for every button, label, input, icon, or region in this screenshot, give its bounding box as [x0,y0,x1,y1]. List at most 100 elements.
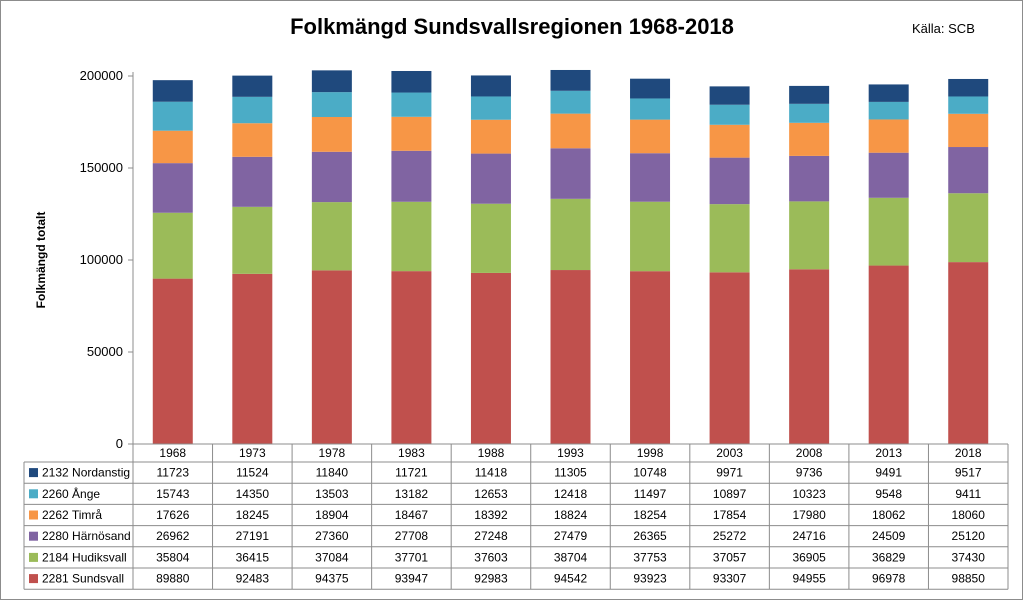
data-label: 37084 [315,550,349,564]
legend-swatch [29,468,38,478]
data-label: 94955 [792,572,826,586]
x-tick-label: 2013 [875,446,902,460]
bar-segment [391,201,432,272]
bar-segment [630,78,671,99]
data-label: 11840 [316,466,349,480]
data-label: 11723 [157,466,190,480]
data-label: 26365 [633,529,667,543]
data-label: 11418 [475,466,508,480]
bar-segment [550,198,591,271]
data-label: 17854 [713,508,747,522]
x-tick-label: 2008 [796,446,823,460]
x-tick-label: 1978 [319,446,346,460]
legend-swatch [29,489,38,499]
legend-entry: 2281 Sundsvall [42,572,124,586]
bar-segment [709,272,750,444]
bar-segment [868,119,909,153]
bar-segment [391,150,432,202]
x-tick-label: 1998 [637,446,664,460]
x-tick-label: 1968 [159,446,186,460]
data-label: 18060 [952,508,986,522]
bar-segment [550,90,591,114]
legend-entry: 2132 Nordanstig [42,466,130,480]
source-note: Källa: SCB [912,21,975,36]
data-label: 11721 [395,466,428,480]
bar-segment [232,123,273,157]
data-label: 37430 [952,550,986,564]
y-tick-label: 200000 [80,68,123,83]
data-label: 10748 [633,466,667,480]
bar-segment [232,75,273,97]
legend-swatch [29,552,38,562]
bar-segment [470,272,511,444]
bar-segment [789,103,830,123]
data-label: 9971 [716,466,743,480]
data-label: 93307 [713,572,747,586]
data-label: 36905 [792,550,826,564]
bar-segment [789,122,830,156]
bar-segment [550,148,591,199]
x-tick-label: 2003 [716,446,743,460]
data-label: 13503 [315,487,349,501]
legend-swatch [29,574,38,584]
legend-entry: 2280 Härnösand [42,529,131,543]
data-label: 14350 [236,487,270,501]
bar-segment [630,98,671,120]
bars [152,69,989,444]
bar-segment [789,155,830,202]
data-label: 10897 [713,487,747,501]
bar-segment [630,119,671,154]
y-tick-label: 50000 [87,344,123,359]
bar-segment [868,101,909,120]
bar-segment [948,262,989,444]
bar-segment [789,85,830,104]
data-table: 1968 1973 1978 1983 1988 1993 1998 2003 2008 2013… [23,443,1009,590]
data-label: 9517 [955,466,982,480]
x-tick-label: 1973 [239,446,266,460]
bar-segment [948,113,989,148]
x-tick-label: 1988 [478,446,505,460]
data-label: 93947 [395,572,429,586]
legend-swatch [29,531,38,541]
bar-segment [868,265,909,444]
data-label: 17626 [156,508,190,522]
bar-segment [391,271,432,444]
bar-segment [232,156,273,207]
bar-segment [311,116,352,152]
data-label: 24509 [872,529,906,543]
bar-segment [152,212,193,279]
bar-segment [152,278,193,444]
data-label: 36415 [236,550,270,564]
data-label: 18392 [474,508,508,522]
data-label: 17980 [792,508,826,522]
bar-segment [232,273,273,444]
data-label: 37701 [395,550,429,564]
y-tick-label: 0 [116,436,123,451]
data-label: 15743 [156,487,190,501]
data-label: 12418 [554,487,588,501]
data-label: 98850 [952,572,986,586]
x-tick-label: 1983 [398,446,425,460]
bar-segment [948,78,989,97]
bar-segment [868,197,909,266]
bar-segment [709,104,750,125]
legend-entry: 2260 Ånge [42,486,100,501]
data-label: 93923 [633,572,667,586]
data-label: 27191 [236,529,270,543]
data-label: 27479 [554,529,588,543]
x-tick-label: 2018 [955,446,982,460]
data-label: 27708 [395,529,429,543]
data-label: 9736 [796,466,823,480]
data-label: 37603 [474,550,508,564]
data-label: 36829 [872,550,906,564]
bar-segment [232,96,273,124]
legend-entry: 2262 Timrå [42,508,102,522]
bar-segment [470,203,511,273]
bar-segment [550,270,591,444]
data-label: 27360 [315,529,349,543]
bar-segment [311,151,352,203]
y-tick-label: 100000 [80,252,123,267]
bar-segment [948,96,989,114]
bar-segment [152,101,193,131]
